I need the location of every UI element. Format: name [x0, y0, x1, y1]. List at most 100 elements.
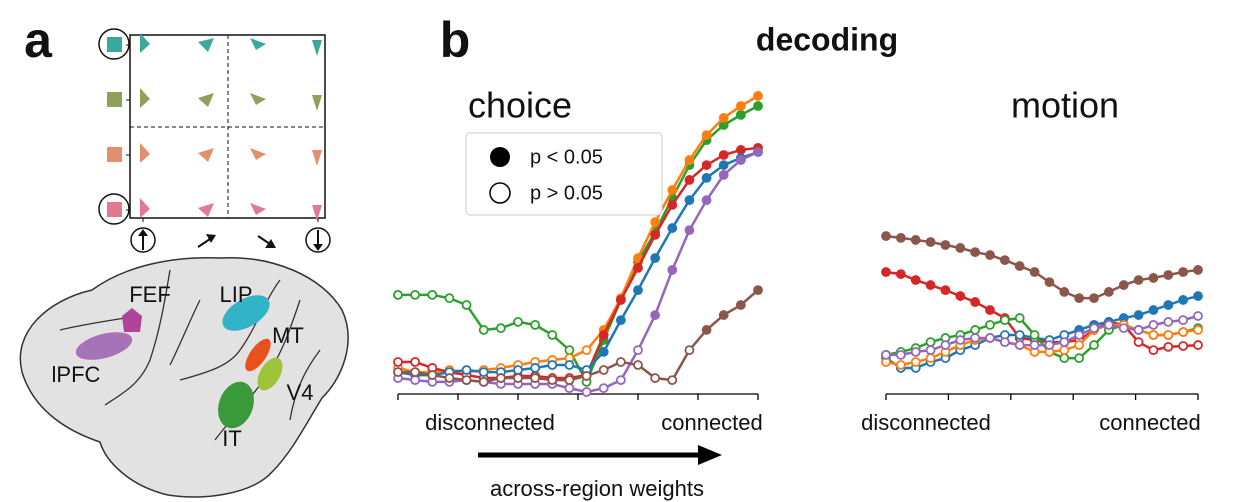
data-point — [1016, 262, 1024, 270]
data-point — [737, 146, 745, 154]
data-point — [685, 196, 693, 204]
data-point — [497, 374, 505, 382]
data-point — [531, 364, 539, 372]
data-point — [651, 311, 659, 319]
data-point — [1105, 321, 1113, 329]
data-point — [634, 286, 642, 294]
data-point — [617, 296, 625, 304]
data-point — [651, 218, 659, 226]
data-point — [651, 231, 659, 239]
x-end-label: disconnected — [861, 410, 991, 435]
data-point — [1016, 331, 1024, 339]
data-point — [703, 161, 711, 169]
data-point — [912, 358, 920, 366]
region-label: LIP — [219, 282, 252, 307]
legend-label: p < 0.05 — [530, 146, 603, 168]
data-point — [897, 361, 905, 369]
data-point — [1164, 331, 1172, 339]
data-point — [956, 292, 964, 300]
legend-marker — [490, 183, 510, 203]
data-point — [737, 301, 745, 309]
data-point — [1045, 341, 1053, 349]
region-label: IT — [222, 426, 242, 451]
data-point — [514, 374, 522, 382]
data-point — [912, 276, 920, 284]
data-point — [956, 244, 964, 252]
data-point — [1179, 268, 1187, 276]
data-point — [1149, 331, 1157, 339]
data-point — [1179, 316, 1187, 324]
chart-title: choice — [468, 85, 572, 126]
figure: a — [0, 0, 1233, 502]
data-point — [411, 368, 419, 376]
data-point — [703, 174, 711, 182]
data-point — [1164, 318, 1172, 326]
panel-title: decoding — [756, 21, 898, 57]
data-point — [514, 318, 522, 326]
x-end-label: connected — [1099, 410, 1201, 435]
data-point — [565, 384, 573, 392]
region-label: lPFC — [52, 362, 101, 387]
data-point — [1194, 312, 1202, 320]
data-point — [912, 236, 920, 244]
data-point — [882, 268, 890, 276]
legend-marker — [490, 147, 510, 167]
data-point — [565, 346, 573, 354]
data-point — [1149, 306, 1157, 314]
data-point — [685, 226, 693, 234]
data-point — [927, 281, 935, 289]
data-point — [737, 156, 745, 164]
data-point — [1031, 331, 1039, 339]
data-point — [1164, 301, 1172, 309]
panel-label: a — [24, 12, 53, 68]
data-point — [1135, 326, 1143, 334]
panel-label: b — [440, 12, 471, 68]
data-point — [480, 368, 488, 376]
data-point — [1179, 296, 1187, 304]
legend-label: p > 0.05 — [530, 182, 603, 204]
data-point — [1045, 278, 1053, 286]
data-point — [651, 254, 659, 262]
series — [882, 232, 1202, 302]
data-point — [1149, 346, 1157, 354]
data-point — [583, 388, 591, 396]
data-point — [1031, 341, 1039, 349]
data-point — [394, 368, 402, 376]
data-point — [720, 161, 728, 169]
data-point — [1016, 314, 1024, 322]
data-point — [1105, 288, 1113, 296]
data-point — [548, 376, 556, 384]
data-point — [971, 248, 979, 256]
data-point — [1075, 354, 1083, 362]
data-point — [565, 376, 573, 384]
data-point — [737, 102, 745, 110]
data-point — [927, 338, 935, 346]
data-point — [668, 224, 676, 232]
data-point — [583, 372, 591, 380]
data-point — [565, 361, 573, 369]
chart-title: motion — [1011, 85, 1119, 126]
data-point — [428, 291, 436, 299]
data-point — [394, 358, 402, 366]
data-point — [531, 321, 539, 329]
data-point — [971, 298, 979, 306]
x-axis-label: across-region weights — [490, 476, 704, 501]
stimulus-grid — [126, 35, 325, 222]
legend: p < 0.05 p > 0.05 — [466, 133, 662, 215]
region-label: FEF — [129, 282, 171, 307]
data-point — [1194, 266, 1202, 274]
data-point — [754, 148, 762, 156]
data-point — [480, 378, 488, 386]
data-point — [634, 361, 642, 369]
data-point — [1135, 338, 1143, 346]
data-point — [703, 196, 711, 204]
data-point — [1060, 288, 1068, 296]
data-point — [548, 331, 556, 339]
data-point — [617, 316, 625, 324]
data-point — [600, 348, 608, 356]
data-point — [651, 374, 659, 382]
data-point — [941, 341, 949, 349]
data-point — [703, 326, 711, 334]
data-point — [548, 361, 556, 369]
data-point — [986, 251, 994, 259]
